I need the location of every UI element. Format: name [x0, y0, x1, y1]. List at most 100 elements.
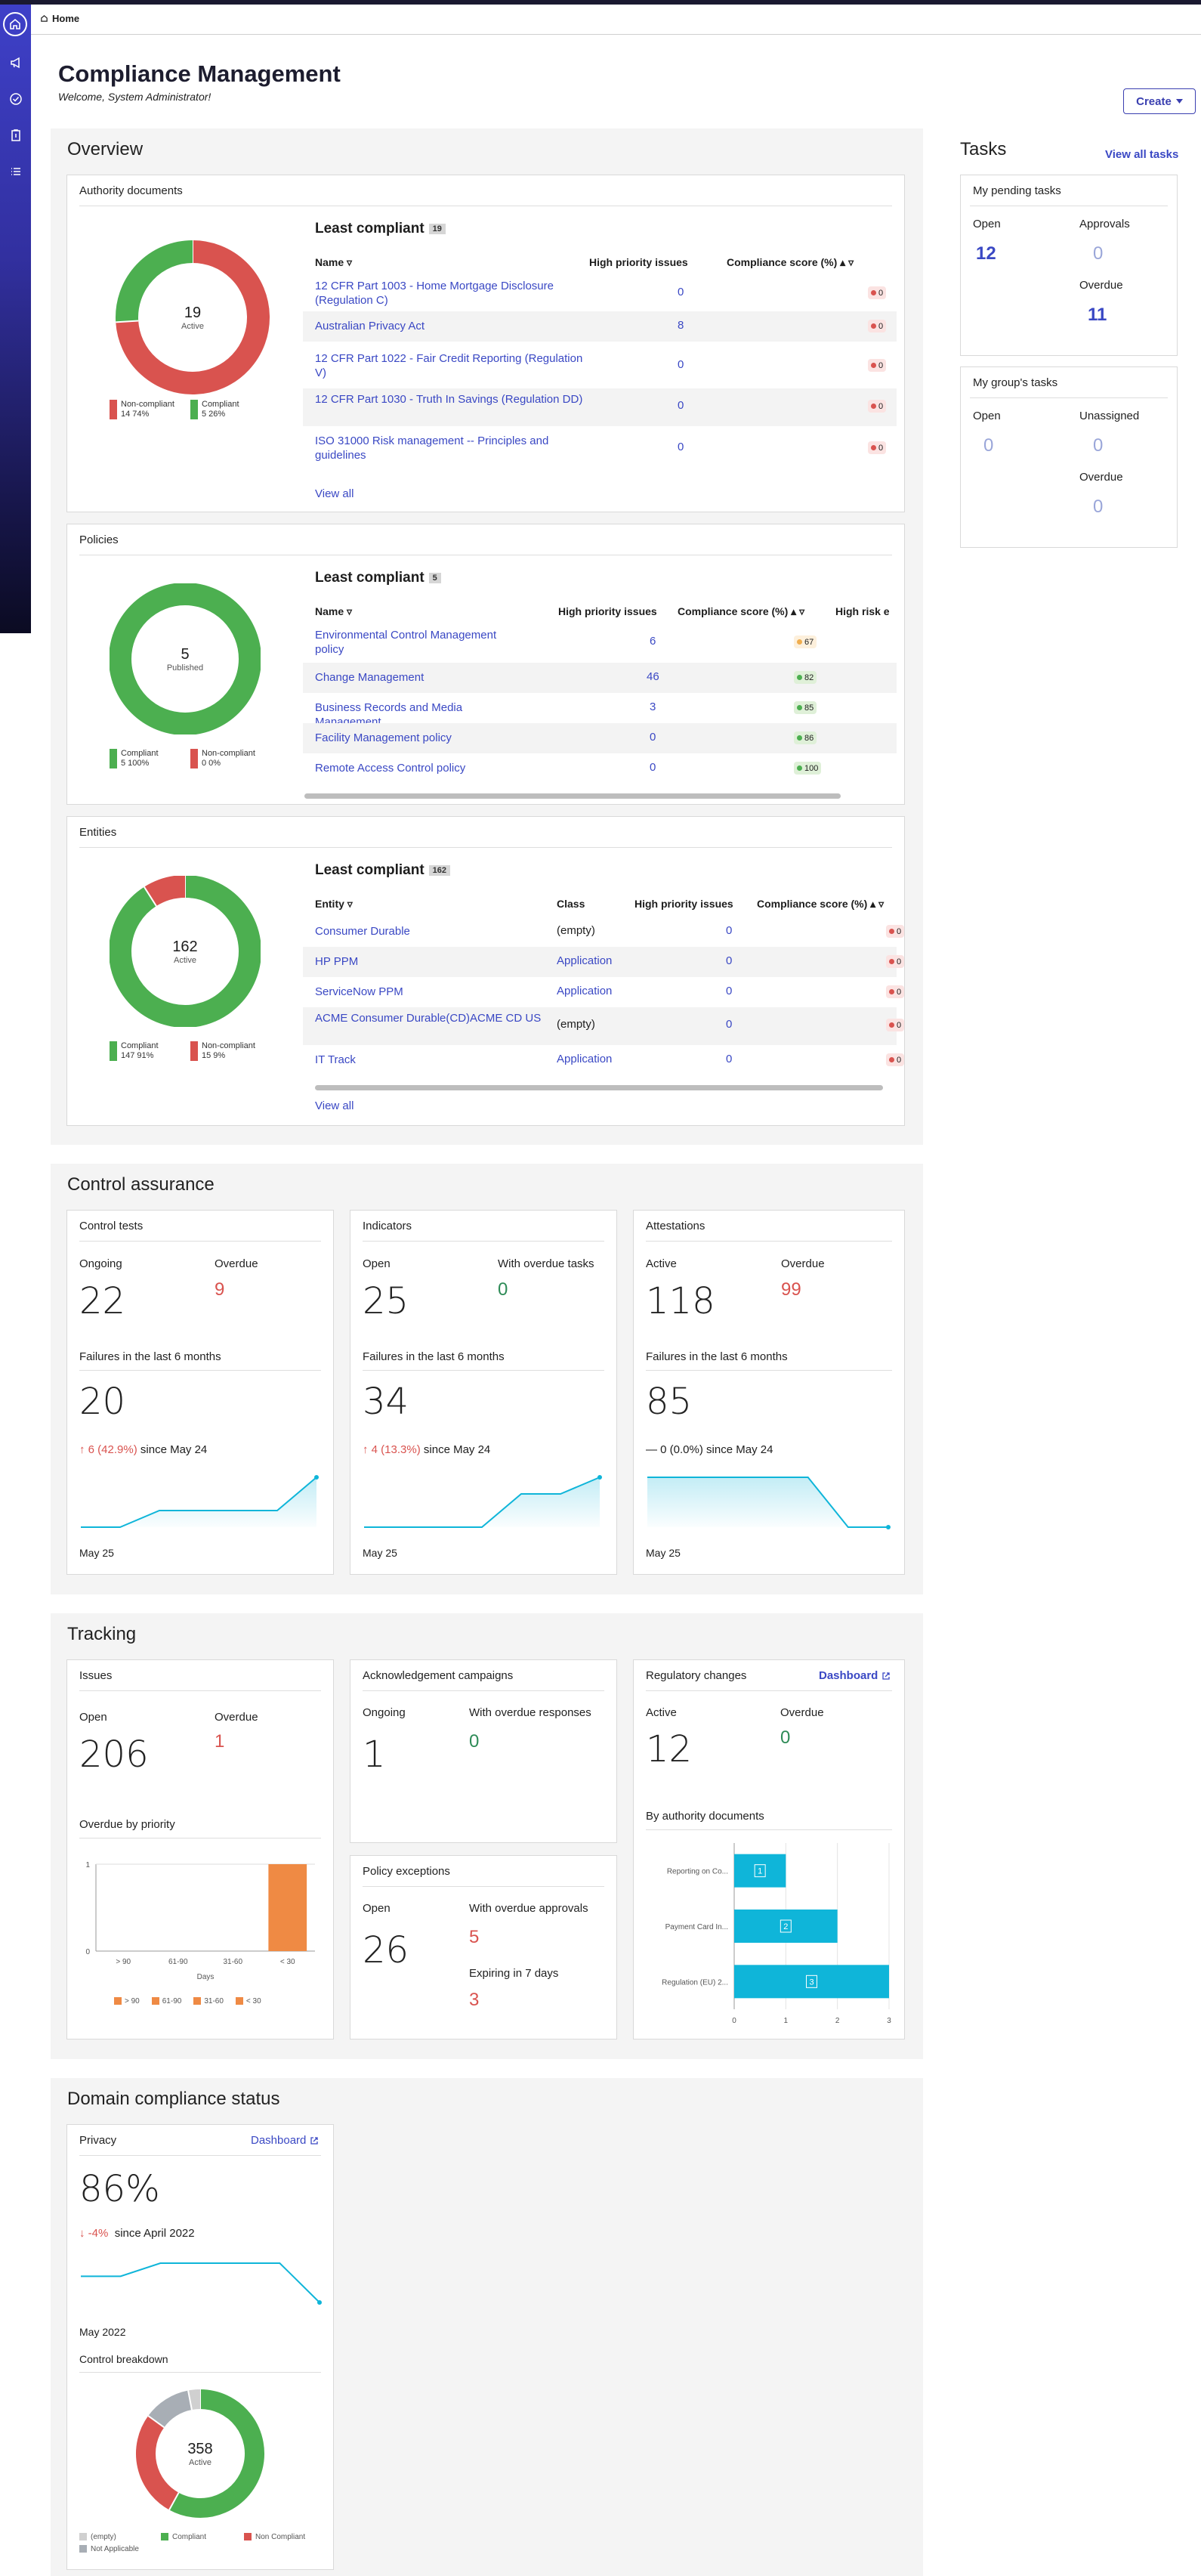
legend-item[interactable]: Non Compliant: [244, 2533, 305, 2541]
megaphone-icon[interactable]: [3, 50, 28, 75]
row-high-priority-issues[interactable]: 0: [678, 286, 684, 298]
col-high-priority-issues[interactable]: High priority issues: [634, 898, 733, 910]
row-entity-link[interactable]: HP PPM: [315, 955, 359, 968]
row-high-priority-issues[interactable]: 0: [678, 358, 684, 371]
privacy-trend-endpoint[interactable]: [317, 2300, 322, 2305]
home-icon[interactable]: [3, 12, 27, 36]
exceptions-expiring-value[interactable]: 3: [469, 1990, 480, 2010]
col-compliance-score[interactable]: Compliance score (%) ▴ ▿: [727, 256, 854, 269]
row-high-priority-issues[interactable]: 8: [678, 319, 684, 332]
filter-icon[interactable]: ▿: [347, 605, 353, 617]
failures-value[interactable]: 85: [646, 1381, 693, 1423]
failures-value[interactable]: 20: [79, 1381, 126, 1423]
metric-value-secondary[interactable]: 99: [781, 1279, 801, 1300]
row-name-link[interactable]: Facility Management policy: [315, 731, 452, 744]
col-compliance-score[interactable]: Compliance score (%) ▴ ▿: [678, 605, 804, 618]
group-overdue-value[interactable]: 0: [1093, 496, 1104, 517]
legend-item[interactable]: > 90: [114, 1997, 140, 2005]
row-name-link[interactable]: Environmental Control Management policy: [315, 629, 497, 656]
list-icon[interactable]: [3, 159, 28, 184]
view-all-tasks-link[interactable]: View all tasks: [1105, 148, 1179, 161]
metric-value[interactable]: 22: [79, 1280, 126, 1322]
row-high-priority-issues[interactable]: 0: [726, 1018, 733, 1031]
view-all-link[interactable]: View all: [315, 1099, 354, 1112]
policies-donut-segment-0[interactable]: [110, 583, 261, 734]
row-class[interactable]: Application: [557, 985, 613, 997]
filter-icon[interactable]: ▿: [848, 256, 854, 268]
reg-overdue-value[interactable]: 0: [780, 1727, 791, 1748]
create-button[interactable]: Create: [1123, 88, 1196, 114]
filter-icon[interactable]: ▿: [347, 256, 353, 268]
tab-home[interactable]: Home: [40, 13, 79, 24]
sort-asc-icon[interactable]: ▴: [840, 256, 846, 268]
row-name-link[interactable]: 12 CFR Part 1030 - Truth In Savings (Reg…: [315, 393, 583, 406]
issues-overdue-value[interactable]: 1: [215, 1731, 225, 1752]
col-compliance-score[interactable]: Compliance score (%) ▴ ▿: [757, 898, 884, 911]
row-name-link[interactable]: Remote Access Control policy: [315, 762, 466, 775]
row-high-priority-issues[interactable]: 0: [650, 731, 656, 744]
row-high-priority-issues[interactable]: 0: [678, 399, 684, 412]
col-name[interactable]: Name ▿: [315, 256, 352, 269]
privacy-donut-segment-1[interactable]: [136, 2416, 180, 2510]
privacy-dashboard-link[interactable]: Dashboard: [251, 2134, 319, 2147]
row-class[interactable]: Application: [557, 1053, 613, 1065]
exceptions-open-value[interactable]: 26: [363, 1929, 409, 1971]
view-all-link[interactable]: View all: [315, 487, 354, 500]
row-high-priority-issues[interactable]: 0: [650, 761, 656, 774]
trend-2-endpoint[interactable]: [886, 1525, 891, 1529]
col-high-priority-issues[interactable]: High priority issues: [589, 256, 688, 268]
bar-0[interactable]: [734, 1854, 786, 1888]
legend-item[interactable]: 31-60: [193, 1997, 224, 2005]
legend-item[interactable]: 61-90: [151, 1997, 181, 2005]
row-entity-link[interactable]: Consumer Durable: [315, 925, 410, 938]
privacy-percent[interactable]: 86%: [79, 2168, 160, 2210]
filter-icon[interactable]: ▿: [347, 898, 353, 910]
privacy-donut-segment-0[interactable]: [169, 2389, 264, 2518]
row-high-priority-issues[interactable]: 0: [726, 924, 733, 937]
ack-ongoing-value[interactable]: 1: [363, 1733, 386, 1776]
row-entity-link[interactable]: ServiceNow PPM: [315, 985, 403, 998]
row-high-priority-issues[interactable]: 0: [726, 954, 733, 967]
failures-value[interactable]: 34: [363, 1381, 409, 1423]
issues-open-value[interactable]: 206: [79, 1733, 149, 1776]
horizontal-scrollbar[interactable]: [315, 1085, 883, 1090]
entities-donut-segment-1[interactable]: [144, 876, 186, 907]
privacy-donut-segment-2[interactable]: [148, 2390, 193, 2428]
ack-overdue-value[interactable]: 0: [469, 1731, 480, 1752]
legend-item[interactable]: (empty): [79, 2533, 116, 2541]
row-high-priority-issues[interactable]: 6: [650, 635, 656, 648]
authority-donut-segment-0[interactable]: [116, 240, 270, 394]
row-name-link[interactable]: Change Management: [315, 671, 425, 684]
legend-item[interactable]: < 30: [235, 1997, 261, 2005]
col-high-priority-issues[interactable]: High priority issues: [558, 605, 657, 617]
trend-1-endpoint[interactable]: [597, 1475, 602, 1480]
row-high-priority-issues[interactable]: 0: [678, 441, 684, 453]
row-entity-link[interactable]: ACME Consumer Durable(CD)ACME CD US: [315, 1012, 542, 1025]
col-name[interactable]: Name ▿: [315, 605, 352, 618]
group-unassigned-value[interactable]: 0: [1093, 435, 1104, 456]
sort-asc-icon[interactable]: ▴: [870, 898, 876, 910]
horizontal-scrollbar[interactable]: [304, 793, 841, 799]
pending-open-value[interactable]: 12: [976, 243, 996, 264]
bar-< 30[interactable]: [268, 1864, 307, 1951]
exceptions-overdue-value[interactable]: 5: [469, 1927, 480, 1947]
filter-icon[interactable]: ▿: [799, 605, 805, 617]
metric-value-secondary[interactable]: 9: [215, 1279, 225, 1300]
reg-active-value[interactable]: 12: [646, 1728, 693, 1770]
col-class[interactable]: Class: [557, 898, 585, 910]
bar-2[interactable]: [734, 1965, 889, 1999]
metric-value-secondary[interactable]: 0: [498, 1279, 508, 1300]
sort-asc-icon[interactable]: ▴: [791, 605, 797, 617]
row-high-priority-issues[interactable]: 0: [726, 1053, 733, 1065]
row-high-priority-issues[interactable]: 3: [650, 700, 656, 713]
entities-donut-segment-0[interactable]: [110, 876, 261, 1027]
row-name-link[interactable]: 12 CFR Part 1022 - Fair Credit Reporting…: [315, 352, 583, 379]
trend-0-endpoint[interactable]: [314, 1475, 319, 1480]
reg-dashboard-link[interactable]: Dashboard: [819, 1669, 891, 1682]
bar-1[interactable]: [734, 1910, 838, 1943]
row-name-link[interactable]: 12 CFR Part 1003 - Home Mortgage Disclos…: [315, 280, 554, 307]
authority-donut-segment-1[interactable]: [116, 240, 193, 323]
check-circle-icon[interactable]: [3, 86, 28, 111]
row-name-link[interactable]: Australian Privacy Act: [315, 320, 425, 332]
row-high-priority-issues[interactable]: 0: [726, 985, 733, 997]
